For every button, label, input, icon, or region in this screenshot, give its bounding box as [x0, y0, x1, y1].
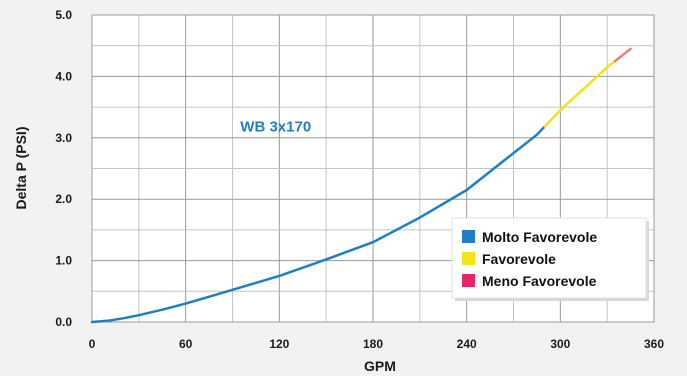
x-tick-label: 240: [457, 337, 477, 351]
legend: Molto Favorevole Favorevole Meno Favorevol…: [451, 217, 649, 301]
y-tick-label: 0.0: [55, 315, 72, 329]
y-tick-label: 1.0: [55, 254, 72, 268]
series-line-segment: [90, 125, 546, 324]
series-annotation: WB 3x170: [240, 119, 311, 136]
y-tick-label: 2.0: [55, 192, 72, 206]
series-layer: [90, 47, 632, 324]
x-tick-label: 180: [363, 337, 383, 351]
x-tick-label: 120: [269, 337, 289, 351]
y-tick-label: 3.0: [55, 131, 72, 145]
y-axis-title: Delta P (PSI): [13, 127, 29, 210]
grid: [91, 14, 655, 323]
x-tick-label: 0: [89, 337, 96, 351]
series-line-segment: [543, 59, 617, 128]
y-tick-label: 5.0: [55, 8, 72, 22]
x-tick-label: 360: [644, 337, 664, 351]
y-tick-label: 4.0: [55, 69, 72, 83]
legend-swatch: [462, 274, 475, 287]
x-axis-ticks: 0 60 120 180 240 300 360: [89, 337, 665, 351]
legend-swatch: [462, 252, 475, 265]
legend-label: Favorevole: [482, 251, 556, 267]
legend-label: Molto Favorevole: [482, 229, 597, 245]
y-axis-ticks: 0.0 1.0 2.0 3.0 4.0 5.0: [55, 8, 72, 329]
x-tick-label: 300: [550, 337, 570, 351]
series-line-segment: [613, 47, 632, 63]
x-tick-label: 60: [179, 337, 193, 351]
legend-label: Meno Favorevole: [482, 273, 597, 289]
x-axis-title: GPM: [364, 358, 396, 374]
legend-box: [451, 217, 647, 299]
legend-swatch: [462, 230, 475, 243]
